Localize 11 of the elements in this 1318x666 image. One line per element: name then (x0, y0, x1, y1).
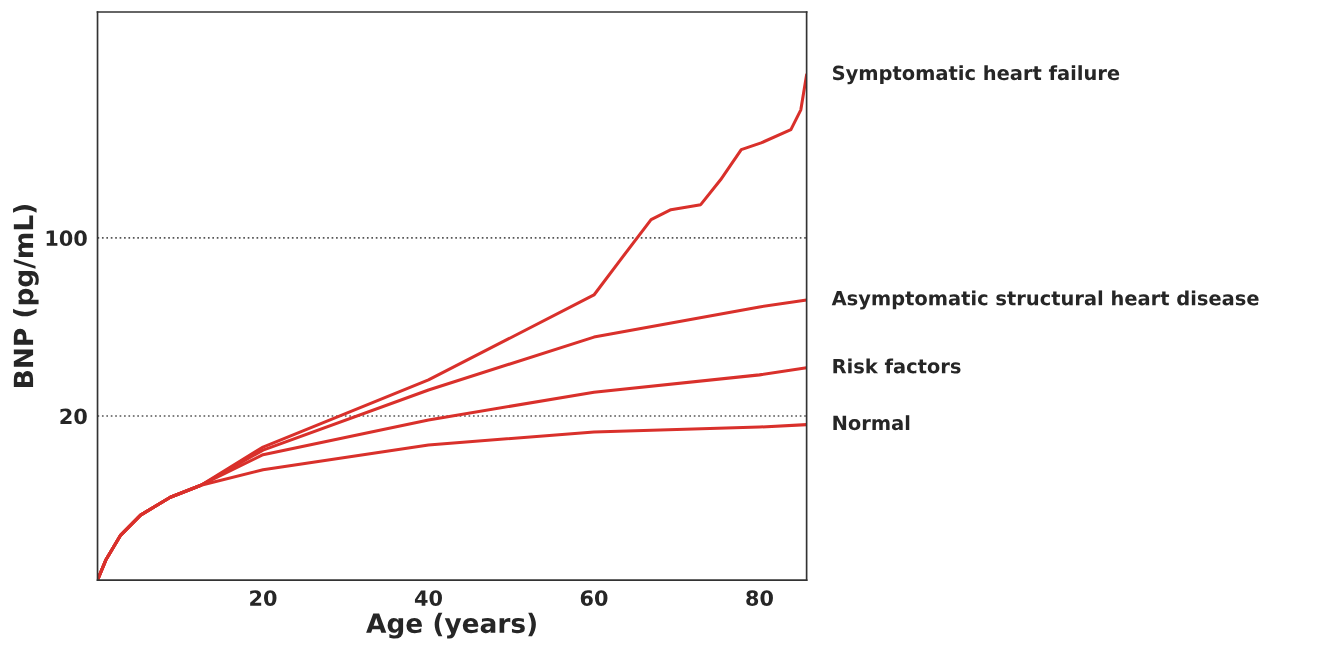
y-tick-label: 100 (46, 230, 87, 247)
x-tick-label: 20 (250, 590, 277, 606)
x-axis-title: Age (years) (366, 612, 536, 639)
series-label: Normal (833, 415, 910, 431)
y-axis-title: BNP (pg/mL) (13, 205, 39, 387)
x-tick-label: 80 (746, 590, 773, 606)
x-tick-label: 60 (580, 590, 608, 606)
series-label: Risk factors (833, 358, 961, 374)
series-label: Symptomatic heart failure (833, 65, 1120, 85)
series-label: Asymptomatic structural heart disease (831, 290, 1259, 310)
x-tick-label: 40 (414, 590, 442, 606)
